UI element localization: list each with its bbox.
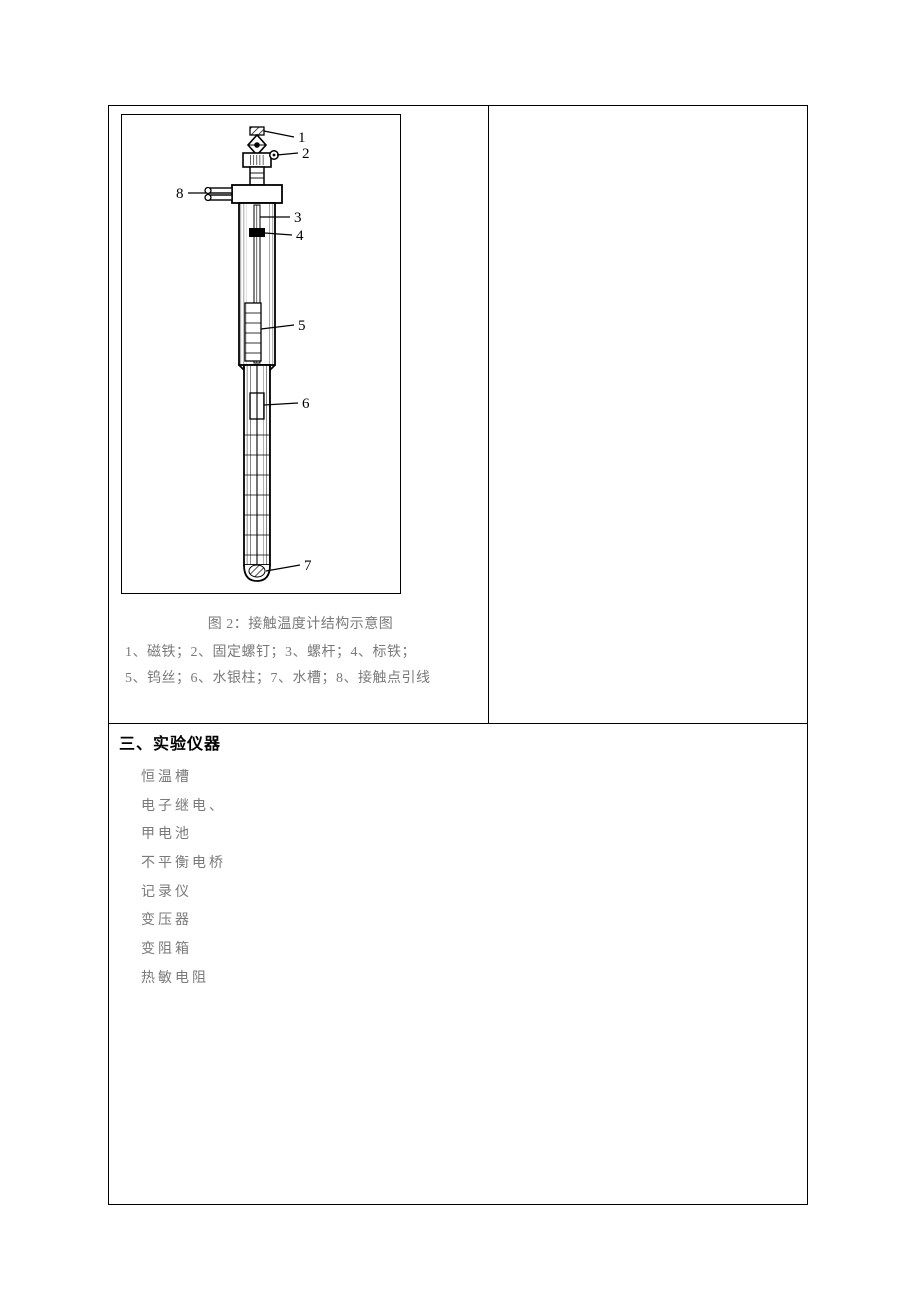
list-item: 甲电池 <box>141 821 797 850</box>
diagram-label-6: 6 <box>302 396 310 412</box>
list-item: 恒温槽 <box>141 764 797 793</box>
diagram-label-2: 2 <box>302 146 310 162</box>
list-item: 不平衡电桥 <box>141 850 797 879</box>
diagram-label-4: 4 <box>296 228 304 244</box>
figure-cell: 1 2 3 4 5 6 7 8 <box>109 106 489 723</box>
list-item: 记录仪 <box>141 879 797 908</box>
diagram-label-5: 5 <box>298 318 306 334</box>
list-item: 电子继电、 <box>141 793 797 822</box>
list-item: 热敏电阻 <box>141 965 797 994</box>
diagram-label-8: 8 <box>176 186 184 202</box>
thermometer-diagram: 1 2 3 4 5 6 7 8 <box>122 115 402 595</box>
caption-line-1: 1、磁铁；2、固定螺钉；3、螺杆；4、标铁； <box>125 640 476 666</box>
page-frame: 1 2 3 4 5 6 7 8 <box>108 105 808 1205</box>
instruments-section: 三、实验仪器 恒温槽 电子继电、 甲电池 不平衡电桥 记录仪 变压器 变阻箱 热… <box>109 724 807 994</box>
diagram-label-3: 3 <box>294 210 302 226</box>
list-item: 变阻箱 <box>141 936 797 965</box>
figure-row: 1 2 3 4 5 6 7 8 <box>109 106 807 724</box>
instrument-list: 恒温槽 电子继电、 甲电池 不平衡电桥 记录仪 变压器 变阻箱 热敏电阻 <box>119 764 797 994</box>
figure-caption: 图 2：接触温度计结构示意图 1、磁铁；2、固定螺钉；3、螺杆；4、标铁； 5、… <box>121 612 476 692</box>
diagram-label-7: 7 <box>304 558 312 574</box>
caption-title: 图 2：接触温度计结构示意图 <box>125 612 476 638</box>
empty-right-cell <box>489 106 807 723</box>
caption-line-2: 5、钨丝；6、水银柱；7、水槽；8、接触点引线 <box>125 666 476 692</box>
list-item: 变压器 <box>141 907 797 936</box>
section-heading: 三、实验仪器 <box>119 730 797 754</box>
figure-box: 1 2 3 4 5 6 7 8 <box>121 114 401 594</box>
diagram-label-1: 1 <box>298 130 306 146</box>
